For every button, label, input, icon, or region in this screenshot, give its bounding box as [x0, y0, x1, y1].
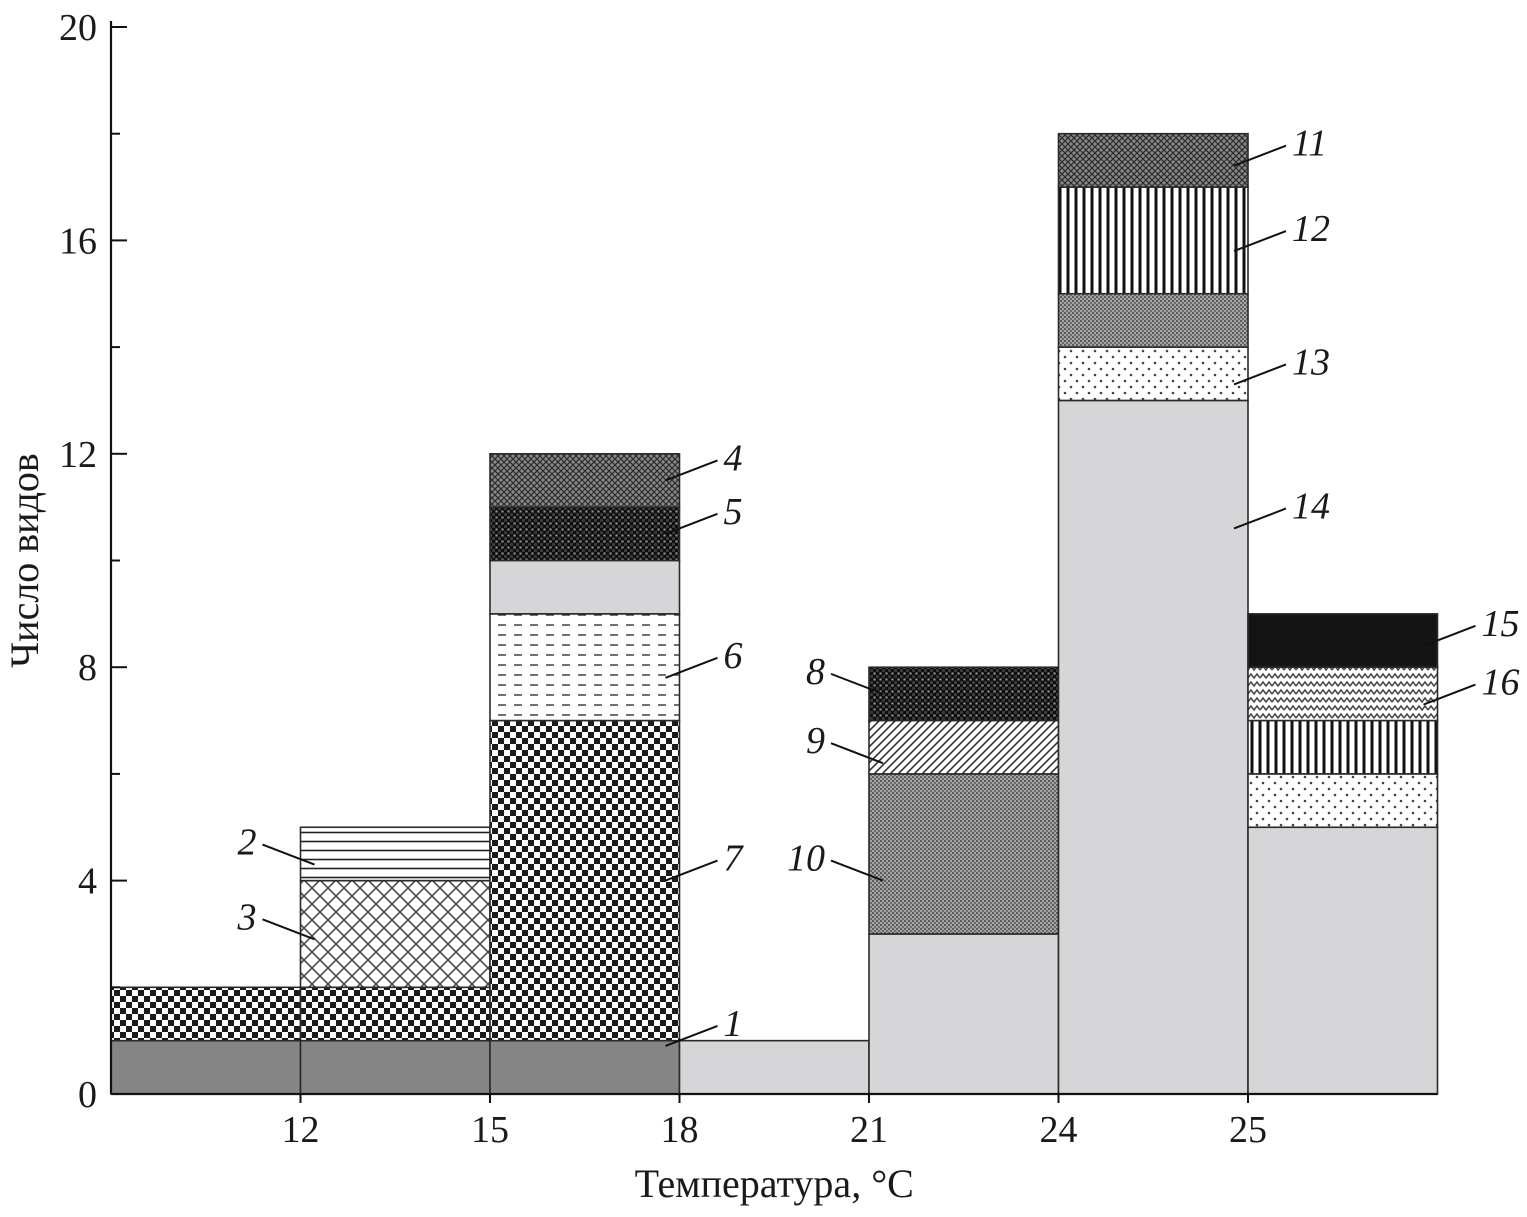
- callout-6: 6: [665, 635, 743, 679]
- callout-15: 15: [1423, 603, 1520, 647]
- bar-2-segment-4: [299, 826, 491, 882]
- bar-2-segment-2: [299, 986, 491, 1042]
- bar-3: [489, 452, 681, 1095]
- callout-label: 7: [724, 838, 745, 880]
- callout-4: 4: [665, 437, 743, 482]
- callout-leader: [1233, 144, 1287, 167]
- callout-label: 13: [1292, 341, 1330, 383]
- bar-7-segment-5: [1247, 613, 1439, 668]
- callout-leader: [665, 512, 718, 535]
- callout-label: 6: [724, 635, 743, 677]
- callout-leader: [262, 843, 315, 866]
- x-tick-label: 18: [661, 1109, 699, 1151]
- x-tick-label: 25: [1229, 1109, 1267, 1151]
- bar-1-segment-2: [110, 986, 302, 1042]
- callout-label: 1: [724, 1003, 743, 1045]
- bar-5: [868, 666, 1060, 1095]
- bar-1: [110, 986, 302, 1095]
- bar-2-segment-3: [299, 879, 491, 989]
- callout-label: 15: [1482, 603, 1520, 645]
- callout-1: 1: [665, 1003, 743, 1047]
- callout-label: 4: [724, 437, 743, 479]
- bar-6-segment-4: [1057, 186, 1249, 295]
- callout-9: 9: [806, 720, 884, 765]
- callout-leader: [1423, 624, 1476, 647]
- callout-10: 10: [787, 838, 884, 882]
- bar-5-segment-1: [868, 933, 1060, 1095]
- callout-leader: [665, 459, 718, 482]
- bar-7-segment-3: [1247, 719, 1439, 775]
- bar-3-segment-4: [489, 559, 681, 615]
- bar-2-segment-1: [299, 1039, 491, 1095]
- callout-2: 2: [238, 822, 315, 866]
- x-tick-label: 15: [471, 1109, 509, 1151]
- callout-label: 14: [1292, 485, 1330, 527]
- bar-3-segment-1: [489, 1039, 681, 1095]
- bar-4: [678, 1039, 870, 1095]
- y-tick-label: 0: [78, 1074, 97, 1116]
- bar-3-segment-6: [489, 452, 681, 508]
- bar-3-segment-3: [489, 613, 681, 722]
- y-tick-label: 8: [78, 647, 97, 689]
- callout-label: 3: [237, 896, 257, 938]
- bar-6-segment-3: [1057, 292, 1249, 348]
- bar-7-segment-1: [1247, 826, 1439, 1095]
- callout-leader: [665, 859, 718, 882]
- callout-12: 12: [1233, 208, 1330, 253]
- callout-3: 3: [237, 896, 315, 941]
- bar-5-segment-2: [868, 773, 1060, 935]
- bar-7-segment-4: [1247, 666, 1439, 722]
- y-tick-label: 20: [59, 7, 97, 49]
- callout-5: 5: [665, 491, 743, 535]
- x-tick-label: 12: [282, 1109, 320, 1151]
- callout-label: 12: [1292, 208, 1330, 250]
- callout-8: 8: [806, 651, 884, 695]
- callout-leader: [665, 656, 718, 679]
- callout-leader: [830, 859, 884, 882]
- callout-leader: [830, 672, 884, 695]
- callout-label: 16: [1482, 662, 1520, 704]
- bar-3-segment-2: [489, 719, 681, 1042]
- bar-7-segment-2: [1247, 773, 1439, 829]
- callout-label: 8: [806, 651, 825, 693]
- callout-leader: [665, 1025, 718, 1047]
- bar-6: [1057, 132, 1249, 1095]
- callout-label: 2: [238, 822, 257, 864]
- bar-2: [299, 826, 491, 1095]
- y-tick-label: 4: [78, 861, 97, 903]
- callout-leader: [1233, 230, 1287, 253]
- callout-label: 11: [1292, 123, 1327, 165]
- callout-leader: [1423, 683, 1476, 706]
- y-tick-label: 16: [59, 220, 97, 262]
- callout-leader: [1233, 363, 1287, 386]
- callout-label: 5: [724, 491, 743, 533]
- callout-label: 10: [787, 838, 825, 880]
- callout-leader: [830, 742, 884, 765]
- bar-4-segment-1: [678, 1039, 870, 1095]
- x-tick-label: 24: [1040, 1109, 1078, 1151]
- callout-leader: [262, 918, 315, 941]
- bar-6-segment-2: [1057, 346, 1249, 402]
- y-tick-label: 12: [59, 434, 97, 476]
- bar-1-segment-1: [110, 1039, 302, 1095]
- bar-6-segment-5: [1057, 132, 1249, 188]
- bar-3-segment-5: [489, 506, 681, 562]
- x-axis-title: Температура, °С: [635, 1161, 914, 1206]
- callout-14: 14: [1233, 485, 1330, 530]
- callout-leader: [1233, 507, 1287, 530]
- callout-13: 13: [1233, 341, 1330, 386]
- y-axis-title: Число видов: [2, 453, 47, 668]
- x-tick-label: 21: [850, 1109, 888, 1151]
- bar-7: [1247, 613, 1439, 1095]
- callout-11: 11: [1233, 123, 1327, 167]
- callout-7: 7: [665, 838, 745, 882]
- bar-6-segment-1: [1057, 399, 1249, 1095]
- callout-label: 9: [806, 720, 825, 762]
- bar-5-segment-4: [868, 666, 1060, 722]
- callout-16: 16: [1423, 662, 1520, 706]
- bar-5-segment-3: [868, 719, 1060, 775]
